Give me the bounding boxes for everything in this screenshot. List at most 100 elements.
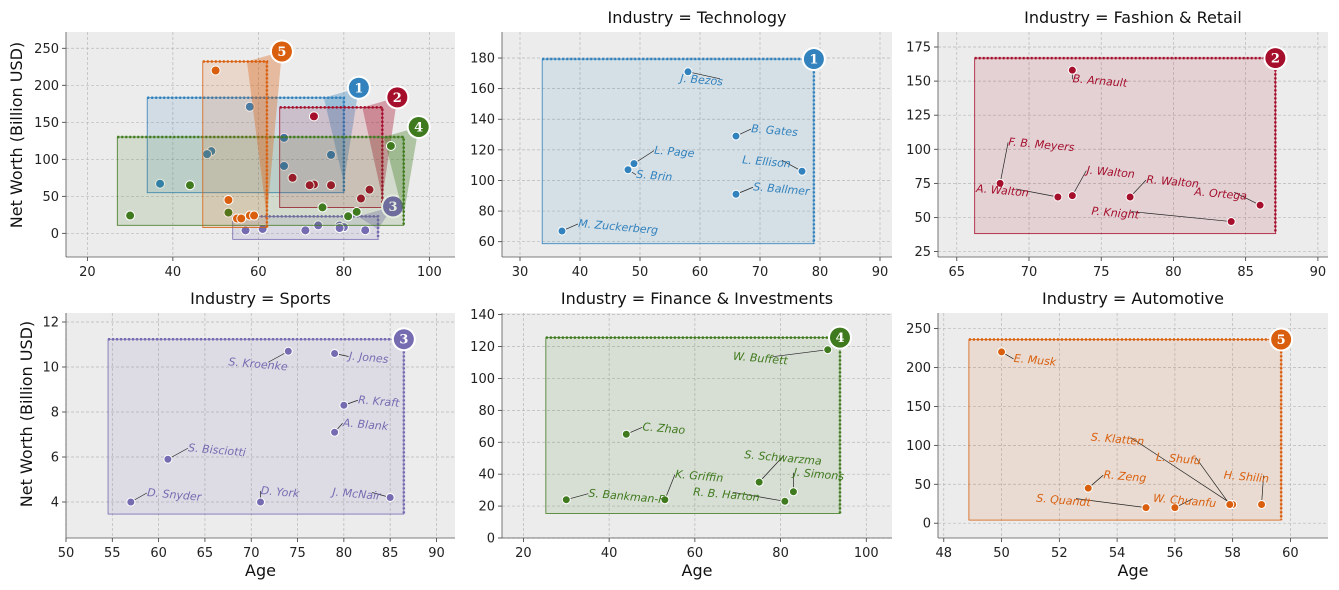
data-point — [780, 496, 790, 506]
badge-icon — [1271, 329, 1292, 350]
y-tick-label: 0 — [51, 227, 59, 242]
data-point — [997, 347, 1007, 357]
x-axis-label: Age — [682, 561, 713, 580]
point-label: W. Buffett — [732, 350, 788, 368]
figure-ylabel-top: Net Worth (Billion USD) — [7, 42, 26, 228]
x-tick-label: 48 — [936, 546, 953, 561]
data-point — [351, 206, 362, 217]
data-point — [1067, 191, 1077, 201]
point-label: J. Jones — [346, 349, 389, 366]
y-tick-label: 25 — [914, 245, 931, 260]
region-zoom-edge — [108, 337, 406, 515]
label-leader — [1261, 475, 1264, 505]
point-label: S. Ballmer — [753, 180, 812, 198]
x-tick-label: 80 — [1165, 265, 1182, 280]
data-point — [623, 165, 633, 175]
label-leader — [1015, 188, 1058, 198]
data-point — [788, 487, 798, 497]
point-label: R. Zeng — [1103, 468, 1147, 485]
data-point — [240, 225, 251, 236]
y-tick-label: 6 — [51, 451, 59, 466]
data-point — [126, 497, 136, 507]
point-label: W. Chuanfu — [1153, 492, 1217, 510]
point-label: A. Blank — [341, 416, 389, 433]
x-tick-label: 50 — [58, 546, 75, 561]
badge-icon — [829, 327, 850, 348]
badge-number: 1 — [809, 53, 818, 68]
badge-number: 2 — [1271, 52, 1280, 67]
label-leader — [732, 491, 785, 502]
y-tick-label: 80 — [478, 205, 495, 220]
y-tick-label: 10 — [42, 361, 59, 376]
badge-number: 4 — [835, 331, 844, 346]
point-label: J. McNair — [330, 485, 383, 502]
industry-region — [202, 61, 268, 228]
x-tick-label: 40 — [601, 546, 618, 561]
zoom-connector — [246, 51, 282, 218]
industry-region — [545, 337, 841, 514]
y-tick-label: 180 — [470, 52, 495, 67]
data-point — [561, 495, 571, 505]
data-point — [283, 346, 293, 356]
data-point — [360, 225, 371, 236]
data-point — [163, 454, 173, 464]
x-tick-label: 60 — [692, 265, 709, 280]
y-tick-label: 150 — [34, 116, 59, 131]
data-point — [304, 180, 315, 191]
data-point — [629, 159, 639, 169]
y-tick-label: 60 — [478, 436, 495, 451]
data-point — [731, 189, 741, 199]
data-point — [223, 207, 234, 218]
point-label: R. B. Harton — [693, 485, 761, 504]
label-leader — [1131, 211, 1232, 222]
data-point — [1225, 500, 1235, 510]
point-label: R. Kraft — [358, 393, 401, 410]
data-point — [223, 195, 234, 206]
point-label: L. Shufu — [1156, 451, 1202, 468]
label-leader — [772, 349, 828, 358]
data-point — [754, 477, 764, 487]
point-label: P. Knight — [1091, 205, 1140, 222]
point-label: S. Klatten — [1090, 431, 1144, 449]
x-tick-label: 75 — [1093, 265, 1110, 280]
data-point — [308, 111, 319, 122]
label-leader — [1233, 191, 1261, 206]
point-label: A. Walton — [975, 182, 1030, 200]
x-tick-label: 60 — [1282, 546, 1299, 561]
data-point — [330, 427, 340, 437]
x-tick-label: 100 — [417, 265, 442, 280]
badge-icon — [408, 116, 429, 137]
y-tick-label: 50 — [42, 190, 59, 205]
point-label: B. Gates — [751, 122, 799, 139]
data-point — [256, 497, 265, 507]
data-point — [1083, 483, 1093, 493]
data-point — [1053, 192, 1063, 202]
panel-title: Industry = Technology — [607, 8, 786, 27]
data-point — [330, 349, 340, 358]
y-tick-label: 160 — [470, 82, 495, 97]
industry-region — [107, 338, 405, 515]
y-tick-label: 100 — [470, 174, 495, 189]
y-tick-label: 50 — [914, 478, 931, 493]
y-tick-label: 140 — [470, 308, 495, 323]
region-zoom-edge — [232, 215, 380, 240]
region-zoom-edge — [147, 96, 346, 193]
badge-number: 1 — [354, 81, 363, 96]
data-point — [339, 400, 349, 410]
point-label: K. Griffin — [675, 468, 724, 485]
data-point — [1257, 500, 1267, 510]
badge-icon — [271, 41, 292, 62]
point-label: S. Kroenke — [228, 355, 288, 373]
y-tick-label: 100 — [34, 153, 59, 168]
y-tick-label: 50 — [914, 211, 931, 226]
x-tick-label: 40 — [572, 265, 589, 280]
point-label: B. Arnault — [1072, 72, 1128, 90]
badge-icon — [1265, 48, 1286, 69]
y-tick-label: 12 — [42, 316, 59, 331]
data-point — [1170, 503, 1180, 513]
y-tick-label: 200 — [34, 79, 59, 94]
y-tick-label: 80 — [478, 404, 495, 419]
region-zoom-edge — [117, 135, 405, 226]
data-point — [326, 149, 337, 160]
panel-title: Industry = Fashion & Retail — [1024, 8, 1242, 27]
